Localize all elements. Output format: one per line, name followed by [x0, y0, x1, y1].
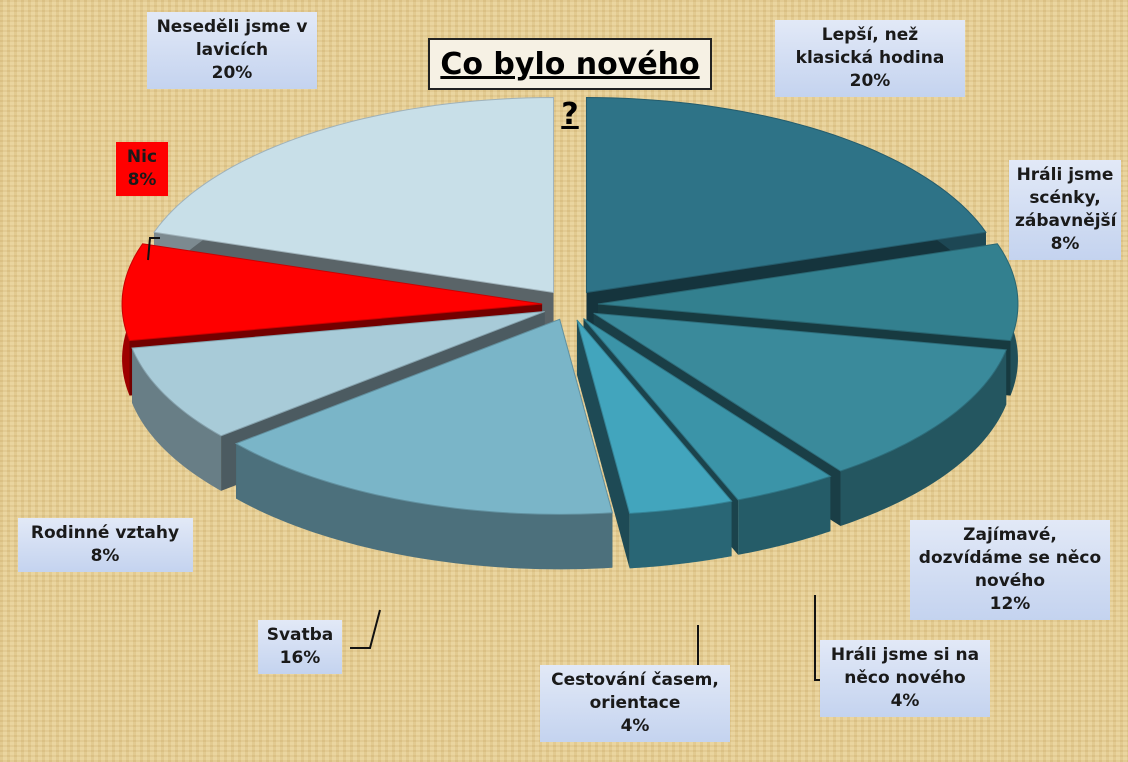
category-label: Rodinné vztahy — [30, 523, 180, 543]
value-label: 16% — [279, 647, 321, 668]
value-label: 12% — [989, 593, 1031, 614]
category-label: Cestování časem, orientace — [551, 670, 719, 713]
data-label: Svatba 16% — [258, 620, 342, 674]
category-label: Zajímavé, dozvídáme se něco nového — [918, 525, 1102, 591]
data-label: Cestování časem, orientace 4% — [540, 665, 730, 742]
slice-top — [585, 97, 987, 294]
category-label: Nic — [126, 147, 158, 167]
data-label: Nic 8% — [116, 142, 168, 196]
category-label: Hráli jsme scénky, zábavnější — [1015, 165, 1117, 231]
slice — [576, 319, 733, 569]
slice-wall — [629, 501, 732, 569]
slice-wall — [840, 349, 1007, 527]
value-label: 20% — [211, 62, 253, 83]
slice-side — [576, 319, 630, 569]
category-label: Neseděli jsme v lavicích — [156, 17, 308, 60]
data-label: Zajímavé, dozvídáme se něco nového 12% — [910, 520, 1110, 620]
slice-top — [131, 311, 545, 437]
slice-wall — [236, 443, 613, 570]
leader-line — [147, 237, 160, 261]
slice-top — [234, 318, 613, 515]
value-label: 20% — [849, 70, 891, 91]
data-label: Lepší, než klasická hodina 20% — [775, 20, 965, 97]
data-label: Rodinné vztahy 8% — [17, 518, 193, 572]
slice-top — [576, 319, 733, 514]
category-label: Svatba — [266, 625, 334, 645]
data-label: Neseděli jsme v lavicích 20% — [147, 12, 317, 89]
value-label: 8% — [90, 545, 120, 566]
slice-top — [597, 243, 1019, 342]
category-label: Lepší, než klasická hodina — [795, 25, 945, 68]
value-label: 8% — [127, 169, 157, 190]
chart-title: Co bylo nového ? — [428, 38, 712, 132]
leader-line — [350, 609, 381, 649]
value-label: 4% — [890, 690, 920, 711]
slice-top — [593, 312, 1007, 472]
value-label: 8% — [1050, 233, 1080, 254]
slice — [234, 318, 613, 570]
pie — [121, 97, 1019, 570]
slice-top — [121, 243, 543, 342]
slice-top — [153, 97, 555, 294]
data-label: Hráli jsme si na něco nového 4% — [820, 640, 990, 717]
slice-top — [583, 318, 832, 501]
category-label: Hráli jsme si na něco nového — [830, 645, 980, 688]
slice-wall — [738, 476, 831, 555]
value-label: 4% — [620, 715, 650, 736]
data-label: Hráli jsme scénky, zábavnější 8% — [1009, 160, 1121, 260]
